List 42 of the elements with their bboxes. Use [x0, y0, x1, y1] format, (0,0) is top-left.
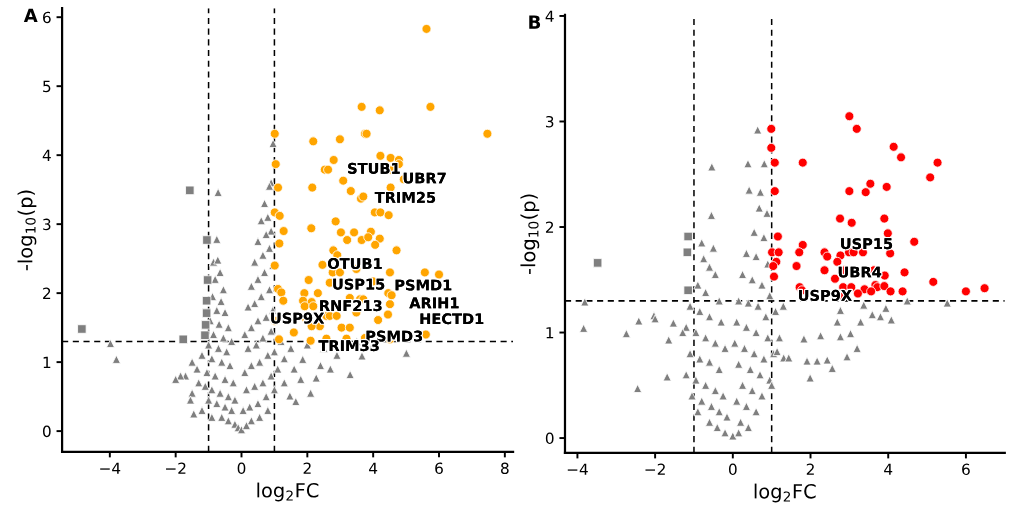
- y-tick-label: 3: [546, 115, 554, 128]
- chart-title: A: [23, 8, 38, 22]
- x-tick-label: 2: [303, 462, 311, 474]
- annotation: RNF213: [320, 300, 382, 312]
- chart-title: B: [529, 15, 541, 29]
- y-tick-label: 2: [545, 221, 554, 233]
- annotation: TRIM25: [374, 191, 436, 203]
- y-tick-label: 0: [545, 432, 554, 445]
- x-tick-label: 8: [501, 462, 509, 475]
- y-tick-label: 0: [42, 425, 51, 438]
- x-tick-label: −4: [567, 463, 588, 475]
- annotation: USP15: [333, 278, 385, 290]
- x-tick-label: 0: [728, 463, 737, 476]
- annotation: ARIH1: [409, 297, 459, 309]
- y-axis-title: -log$_{10}$(p): [17, 190, 37, 271]
- annotation: USP15: [841, 238, 893, 250]
- y-tick-label: 4: [545, 10, 554, 22]
- y-axis-title: -log$_{10}$(p): [520, 194, 540, 275]
- y-tick-label: 3: [43, 218, 51, 231]
- x-axis-title: log$_{2}$FC: [754, 483, 816, 503]
- annotation: TRIM33: [318, 340, 379, 352]
- y-tick-label: 1: [546, 327, 554, 339]
- x-tick-label: 4: [369, 462, 378, 474]
- x-axis-title: log$_{2}$FC: [257, 482, 319, 502]
- y-tick-label: 4: [42, 149, 51, 161]
- y-tick-label: 1: [43, 356, 51, 368]
- x-tick-label: 0: [237, 462, 246, 475]
- annotation: HECTD1: [420, 313, 484, 325]
- annotation: OTUB1: [328, 258, 382, 270]
- y-tick-label: 2: [43, 287, 51, 299]
- x-tick-label: 2: [806, 463, 814, 475]
- x-tick-label: −4: [100, 462, 121, 474]
- annotation: PSMD3: [366, 330, 423, 342]
- x-tick-label: −2: [645, 463, 665, 475]
- x-tick-label: −2: [166, 462, 186, 474]
- annotation: PSMD1: [395, 279, 452, 291]
- x-tick-label: 4: [884, 463, 893, 475]
- annotation: UBR4: [838, 266, 882, 278]
- y-tick-label: 5: [43, 80, 51, 93]
- y-tick-label: 6: [43, 11, 51, 24]
- x-tick-label: 6: [962, 463, 970, 476]
- x-tick-label: 6: [435, 462, 443, 475]
